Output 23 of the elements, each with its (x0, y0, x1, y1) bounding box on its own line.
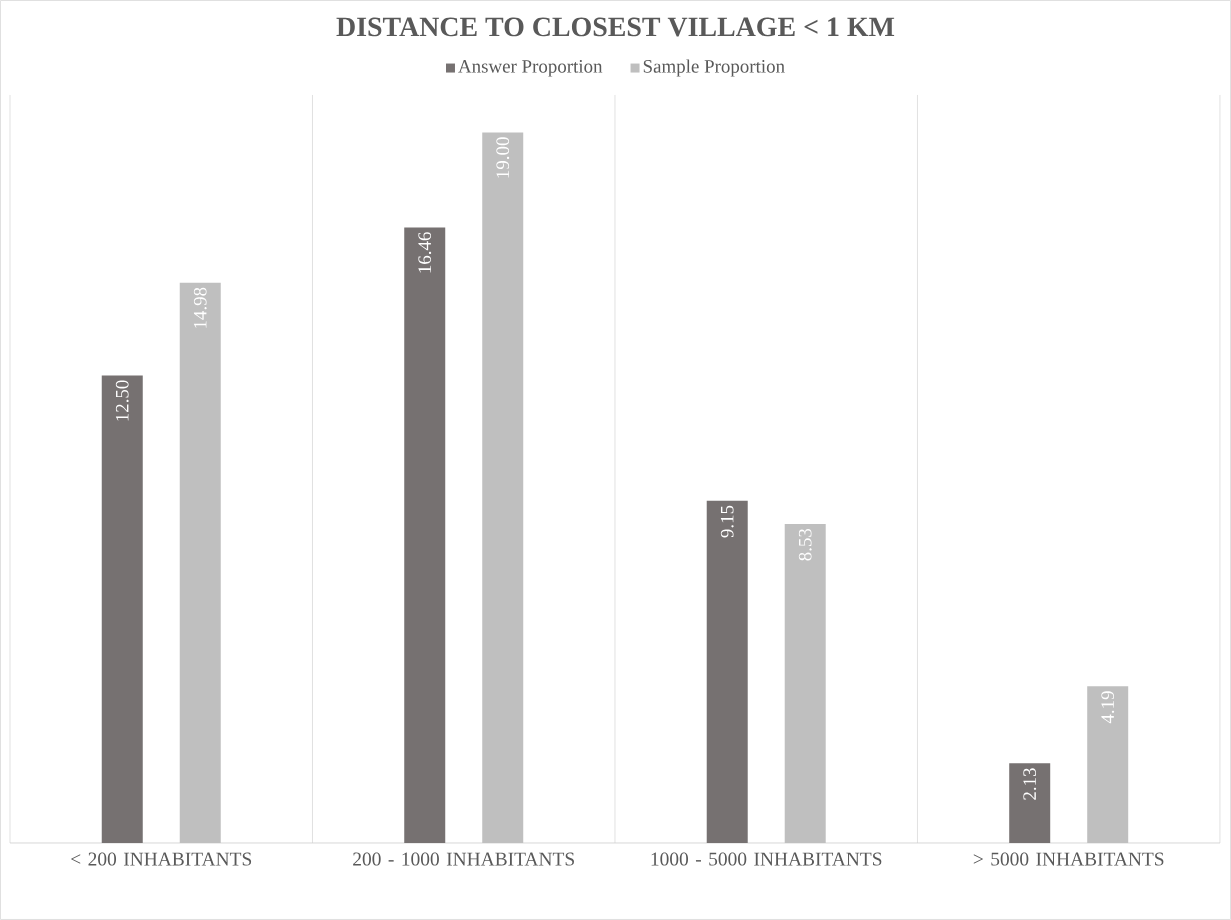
x-tick-label: 1000 - 5000 INHABITANTS (651, 852, 882, 866)
data-label: 12.50 (115, 380, 129, 421)
chart-title: DISTANCE TO CLOSEST VILLAGE < 1 KM (336, 17, 895, 37)
data-label: 14.98 (193, 287, 207, 328)
x-tick-label: < 200 INHABITANTS (71, 852, 252, 866)
x-tick-label: > 5000 INHABITANTS (973, 852, 1164, 866)
bar (706, 500, 748, 843)
data-label: 9.15 (720, 505, 734, 538)
data-label: 8.53 (798, 528, 812, 561)
legend-label: Answer Proportion (458, 60, 603, 77)
data-label: 16.46 (418, 232, 432, 273)
legend-label: Sample Proportion (643, 59, 785, 77)
bar (1009, 763, 1051, 843)
bar (1087, 686, 1129, 843)
data-label: 19.00 (496, 137, 510, 178)
bar (179, 282, 221, 843)
bar (101, 375, 143, 843)
data-label: 2.13 (1023, 768, 1037, 800)
bar (404, 227, 446, 843)
x-tick-label: 200 - 1000 INHABITANTS (353, 852, 574, 866)
bar (482, 132, 524, 843)
data-label: 4.19 (1101, 691, 1115, 724)
bar (784, 523, 826, 843)
